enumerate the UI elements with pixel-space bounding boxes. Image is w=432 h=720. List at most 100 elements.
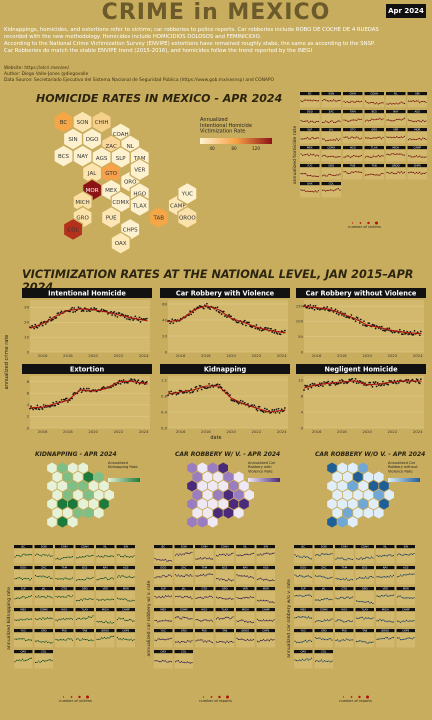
facet-plot — [386, 95, 406, 108]
state-hex — [373, 506, 385, 520]
state-label: TAB — [153, 215, 165, 221]
data-point — [208, 383, 210, 385]
data-point — [217, 386, 220, 389]
facet-label: NL — [244, 545, 248, 549]
state-label: OAX — [115, 241, 127, 247]
facet-label: YUC — [301, 629, 306, 633]
data-point — [273, 409, 276, 411]
data-point — [237, 402, 240, 405]
facet-label: AGS — [415, 110, 421, 114]
data-point — [337, 382, 340, 385]
facet-plot — [215, 632, 234, 648]
trend-line — [29, 308, 148, 329]
data-point — [303, 389, 305, 391]
data-point — [388, 327, 391, 330]
facet-trend — [343, 171, 362, 174]
data-point — [419, 378, 422, 380]
panel-title: Kidnapping — [204, 366, 247, 374]
data-point — [355, 382, 358, 385]
facet-plot — [116, 632, 135, 648]
size-legend-dot — [375, 221, 378, 225]
plot-area — [168, 300, 288, 352]
source-line: Data Source: Secretariado Ejecutivo del … — [4, 78, 274, 84]
facet-label: NAY — [393, 110, 399, 114]
size-legend-dot — [62, 696, 65, 698]
data-point — [59, 311, 62, 314]
y-tick: 0.8 — [161, 393, 168, 398]
facet-plot — [314, 632, 333, 648]
data-point — [341, 314, 343, 316]
facet-label: MICH — [392, 146, 399, 150]
facet-plot — [321, 113, 341, 126]
facet-label: CHIH — [201, 545, 208, 549]
facet-y-label: annualized homicide rate — [292, 126, 298, 185]
data-point — [280, 408, 283, 411]
facet-label: GRO — [181, 629, 187, 633]
facet-header — [407, 164, 427, 168]
y-tick: 4 — [27, 402, 30, 407]
y-axis-label: annualized crime rate — [4, 335, 10, 390]
facet-trend — [322, 138, 341, 142]
data-point — [377, 384, 380, 387]
x-tick: 2016 — [312, 429, 322, 434]
data-point — [74, 310, 77, 313]
facet-label: CDMX — [327, 146, 335, 150]
size-legend-dot — [358, 695, 361, 699]
state-label: BCS — [58, 154, 70, 160]
facet-plot — [407, 131, 427, 144]
trend-line — [303, 305, 422, 335]
facet-header — [321, 128, 341, 132]
data-point — [55, 316, 58, 319]
x-tick: 2022 — [388, 353, 398, 358]
data-point — [398, 328, 401, 331]
data-point — [413, 330, 416, 332]
facet-label: TAM — [342, 566, 347, 570]
facet-header — [300, 146, 320, 150]
facet-plot — [96, 632, 115, 648]
data-point — [253, 404, 256, 407]
facet-label: MEX — [300, 608, 306, 612]
facet-plot — [314, 590, 333, 606]
facet-plot — [174, 590, 193, 606]
data-point — [60, 310, 63, 313]
facet-label: GRO — [328, 164, 334, 168]
x-tick: 2018 — [201, 353, 211, 358]
y-tick: 20 — [24, 320, 29, 325]
facet-y-label: annualized car robbery w/o v. rate — [286, 579, 292, 658]
facet-label: VER — [393, 128, 398, 132]
facet-label: SLP — [301, 587, 306, 591]
legend-title: Victimization Rate — [200, 129, 245, 135]
facet-plot — [300, 113, 320, 126]
data-point — [142, 381, 145, 384]
data-point — [306, 306, 309, 309]
facet-label: TLAX — [371, 146, 378, 150]
data-point — [230, 315, 233, 318]
facet-label: QRO — [82, 587, 88, 591]
facet-plot — [364, 131, 384, 144]
data-point — [119, 382, 122, 385]
data-point — [189, 391, 191, 394]
facet-label: ZAC — [181, 566, 187, 570]
data-point — [274, 412, 277, 414]
data-point — [362, 381, 364, 384]
data-point — [127, 315, 129, 317]
trend-line — [167, 305, 286, 334]
trend-line — [29, 380, 148, 409]
facet-plot — [376, 611, 395, 627]
y-tick: 8 — [27, 379, 30, 384]
facet-plot — [321, 95, 341, 108]
facet-header — [407, 92, 427, 96]
legend-colorbar — [388, 478, 420, 482]
data-point — [283, 329, 286, 332]
state-label: MOR — [86, 188, 99, 194]
facet-label: TAB — [372, 164, 377, 168]
data-point — [95, 307, 98, 310]
state-label: ZAC — [106, 144, 117, 150]
state-hex — [177, 205, 198, 230]
website-link[interactable]: Website: https://elcri.men/en/ — [4, 66, 70, 71]
data-point — [354, 320, 357, 323]
data-point — [256, 409, 259, 412]
data-point — [100, 308, 103, 311]
data-point — [145, 317, 148, 320]
